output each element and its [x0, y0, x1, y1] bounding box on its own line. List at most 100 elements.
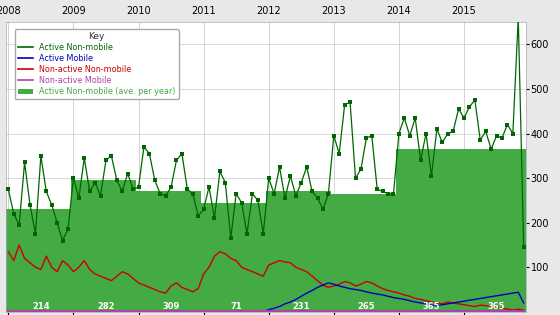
Bar: [92, 180, 98, 312]
Bar: [76, 180, 82, 312]
Bar: [277, 192, 282, 312]
Bar: [499, 149, 505, 312]
Bar: [169, 192, 174, 312]
Bar: [478, 149, 483, 312]
Bar: [282, 192, 288, 312]
Bar: [206, 203, 212, 312]
Bar: [418, 149, 423, 312]
Bar: [466, 149, 472, 312]
Bar: [396, 149, 402, 312]
Bar: [82, 180, 87, 312]
Bar: [32, 209, 38, 312]
Bar: [375, 194, 380, 312]
Bar: [234, 203, 239, 312]
Bar: [54, 209, 60, 312]
Bar: [147, 192, 152, 312]
Text: 365: 365: [423, 301, 440, 311]
Text: 265: 265: [357, 301, 375, 311]
Text: 282: 282: [97, 301, 115, 311]
Bar: [163, 192, 169, 312]
Bar: [185, 192, 190, 312]
Bar: [87, 180, 92, 312]
Bar: [125, 180, 130, 312]
Bar: [250, 203, 255, 312]
Text: 71: 71: [230, 301, 242, 311]
Bar: [260, 203, 266, 312]
Text: 214: 214: [32, 301, 50, 311]
Bar: [494, 149, 500, 312]
Bar: [450, 149, 456, 312]
Bar: [272, 192, 277, 312]
Bar: [412, 149, 418, 312]
Bar: [456, 149, 461, 312]
Text: 309: 309: [162, 301, 180, 311]
Bar: [358, 194, 363, 312]
Bar: [217, 203, 223, 312]
Bar: [331, 194, 337, 312]
Bar: [190, 192, 195, 312]
Bar: [157, 192, 163, 312]
Bar: [212, 203, 217, 312]
Bar: [516, 149, 521, 312]
Bar: [44, 209, 49, 312]
Bar: [445, 149, 450, 312]
Bar: [407, 149, 413, 312]
Bar: [342, 194, 347, 312]
Bar: [201, 203, 207, 312]
Bar: [472, 149, 478, 312]
Bar: [293, 192, 298, 312]
Bar: [98, 180, 103, 312]
Bar: [320, 192, 326, 312]
Legend: Active Non-mobile, Active Mobile, Non-active Non-mobile, Non-active Mobile, Acti: Active Non-mobile, Active Mobile, Non-ac…: [15, 29, 179, 100]
Bar: [369, 194, 375, 312]
Bar: [461, 149, 467, 312]
Bar: [325, 192, 331, 312]
Bar: [510, 149, 516, 312]
Bar: [239, 203, 244, 312]
Bar: [71, 180, 76, 312]
Bar: [152, 192, 157, 312]
Bar: [27, 209, 33, 312]
Bar: [266, 192, 272, 312]
Bar: [423, 149, 429, 312]
Bar: [119, 180, 125, 312]
Bar: [440, 149, 445, 312]
Bar: [255, 203, 260, 312]
Bar: [483, 149, 488, 312]
Bar: [521, 149, 526, 312]
Bar: [103, 180, 109, 312]
Bar: [109, 180, 114, 312]
Bar: [391, 194, 396, 312]
Bar: [222, 203, 228, 312]
Bar: [353, 194, 358, 312]
Bar: [434, 149, 440, 312]
Bar: [228, 203, 234, 312]
Bar: [315, 192, 320, 312]
Bar: [304, 192, 310, 312]
Bar: [38, 209, 44, 312]
Bar: [195, 192, 201, 312]
Bar: [6, 209, 11, 312]
Bar: [136, 192, 141, 312]
Bar: [288, 192, 293, 312]
Text: 365: 365: [488, 301, 505, 311]
Bar: [429, 149, 434, 312]
Bar: [380, 194, 385, 312]
Bar: [244, 203, 250, 312]
Bar: [402, 149, 407, 312]
Bar: [488, 149, 494, 312]
Bar: [65, 209, 71, 312]
Bar: [298, 192, 304, 312]
Bar: [505, 149, 510, 312]
Bar: [309, 192, 315, 312]
Bar: [385, 194, 391, 312]
Bar: [130, 180, 136, 312]
Bar: [114, 180, 120, 312]
Bar: [11, 209, 16, 312]
Bar: [22, 209, 27, 312]
Bar: [16, 209, 22, 312]
Bar: [174, 192, 179, 312]
Bar: [337, 194, 342, 312]
Bar: [49, 209, 54, 312]
Bar: [141, 192, 147, 312]
